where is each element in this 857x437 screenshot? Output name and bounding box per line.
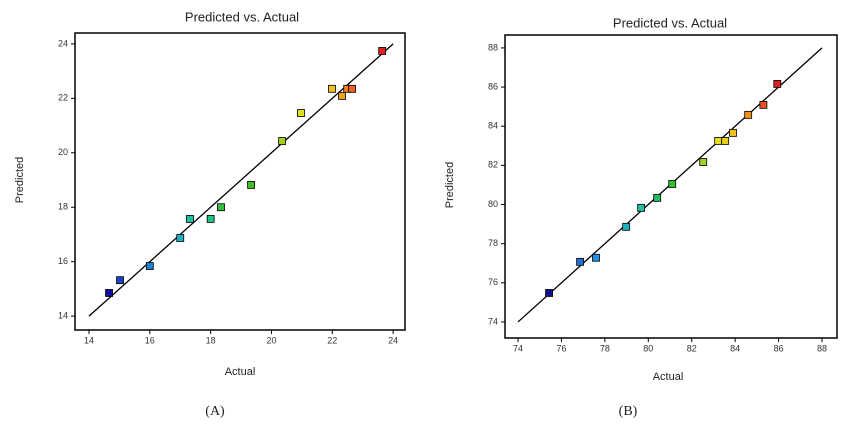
x-tick-label: 20 [266, 335, 276, 345]
x-tick-label: 14 [84, 335, 94, 345]
reference-line [88, 43, 394, 317]
y-tick-label: 82 [488, 160, 498, 170]
y-tick-label: 86 [488, 81, 498, 91]
chart-title: Predicted vs. Actual [613, 15, 727, 30]
caption: (A) [205, 404, 225, 419]
y-tick-label: 24 [58, 38, 68, 48]
y-axis-label: Predicted [14, 157, 26, 203]
data-point [637, 203, 646, 212]
data-point [206, 215, 215, 223]
y-tick-label: 88 [488, 42, 498, 52]
plot-frame [504, 34, 838, 339]
x-tick-label: 24 [388, 335, 398, 345]
data-point [105, 289, 113, 297]
data-point [699, 158, 708, 166]
x-tick-label: 76 [556, 343, 566, 353]
data-point [744, 110, 753, 119]
x-tick-label: 22 [327, 335, 337, 345]
data-point [759, 100, 768, 109]
caption: (B) [619, 404, 638, 419]
y-tick-label: 84 [488, 121, 498, 131]
data-point [328, 84, 336, 93]
data-point [217, 203, 225, 212]
data-point [247, 181, 256, 189]
data-point [545, 289, 553, 297]
data-point [592, 253, 600, 262]
y-tick-label: 22 [58, 93, 68, 103]
data-point [338, 91, 346, 100]
y-tick-label: 16 [58, 256, 68, 266]
data-point [653, 193, 662, 202]
x-tick-label: 80 [643, 343, 653, 353]
x-tick-label: 16 [145, 335, 155, 345]
x-tick-label: 86 [774, 343, 784, 353]
data-point [714, 136, 723, 145]
data-point [186, 215, 194, 223]
data-point [729, 128, 737, 137]
data-point [773, 80, 782, 88]
y-tick-label: 76 [488, 277, 498, 287]
x-tick-label: 82 [687, 343, 697, 353]
data-point [145, 262, 154, 270]
x-tick-label: 84 [730, 343, 740, 353]
y-tick-label: 18 [58, 202, 68, 212]
data-point [348, 84, 356, 93]
data-point [668, 180, 677, 188]
data-point [721, 136, 730, 145]
data-point [576, 257, 585, 266]
plot-frame [74, 32, 406, 331]
data-point [176, 234, 185, 242]
data-point [378, 47, 387, 55]
y-tick-label: 14 [58, 310, 68, 320]
data-point [622, 222, 631, 231]
x-axis-label: Actual [653, 371, 684, 383]
data-point [278, 137, 287, 145]
y-tick-label: 80 [488, 199, 498, 209]
data-point [297, 109, 305, 117]
x-tick-label: 74 [513, 343, 523, 353]
chart-title: Predicted vs. Actual [185, 9, 299, 24]
y-axis-label: Predicted [444, 162, 456, 208]
y-tick-label: 78 [488, 238, 498, 248]
x-tick-label: 78 [600, 343, 610, 353]
y-tick-label: 20 [58, 147, 68, 157]
x-tick-label: 18 [206, 335, 216, 345]
x-axis-label: Actual [225, 366, 256, 378]
x-tick-label: 88 [817, 343, 827, 353]
data-point [116, 276, 124, 285]
y-tick-label: 74 [488, 316, 498, 326]
